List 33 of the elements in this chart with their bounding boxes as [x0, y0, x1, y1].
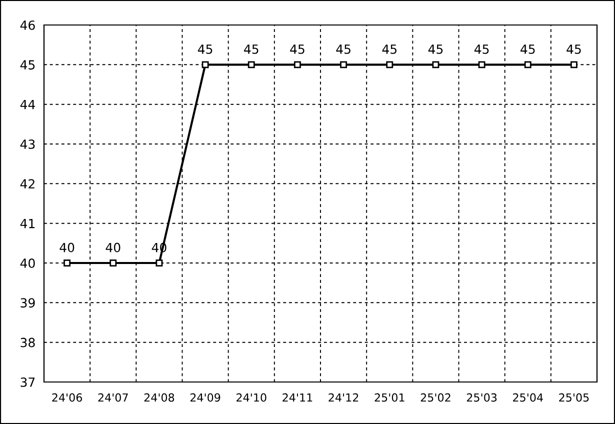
x-tick-label: 25'04: [513, 393, 543, 402]
x-tick-label: 24'11: [282, 393, 312, 402]
data-label: 45: [474, 44, 489, 54]
x-tick-label: 24'12: [328, 393, 358, 402]
y-tick-label: 40: [20, 258, 35, 268]
data-label: 45: [198, 44, 212, 54]
data-label: 40: [60, 242, 74, 252]
x-tick-label: 24'07: [98, 393, 128, 402]
data-label: 45: [566, 44, 581, 54]
x-tick-label: 24'10: [236, 393, 266, 402]
y-tick-label: 37: [20, 377, 35, 387]
x-tick-label: 25'03: [466, 393, 497, 402]
y-tick-label: 45: [20, 60, 35, 70]
y-tick-label: 39: [20, 298, 35, 308]
y-tick-label: 44: [20, 100, 35, 110]
data-label: 40: [106, 242, 120, 252]
data-label: 45: [428, 44, 443, 54]
y-tick-label: 42: [20, 179, 34, 188]
x-tick-label: 24'08: [144, 393, 174, 402]
data-label: 45: [290, 44, 304, 54]
y-tick-label: 38: [20, 338, 35, 348]
x-tick-label: 24'06: [52, 393, 82, 402]
data-label: 45: [244, 44, 258, 54]
x-tick-label: 25'01: [374, 393, 404, 402]
data-label: 45: [336, 44, 350, 54]
x-tick-label: 25'05: [559, 393, 589, 402]
x-tick-label: 24'09: [190, 393, 220, 402]
data-label: 45: [520, 44, 535, 54]
data-label: 45: [382, 44, 396, 54]
y-tick-label: 46: [20, 20, 35, 30]
y-tick-label: 41: [20, 218, 35, 228]
x-tick-label: 25'02: [420, 393, 450, 402]
y-tick-label: 43: [20, 139, 35, 149]
